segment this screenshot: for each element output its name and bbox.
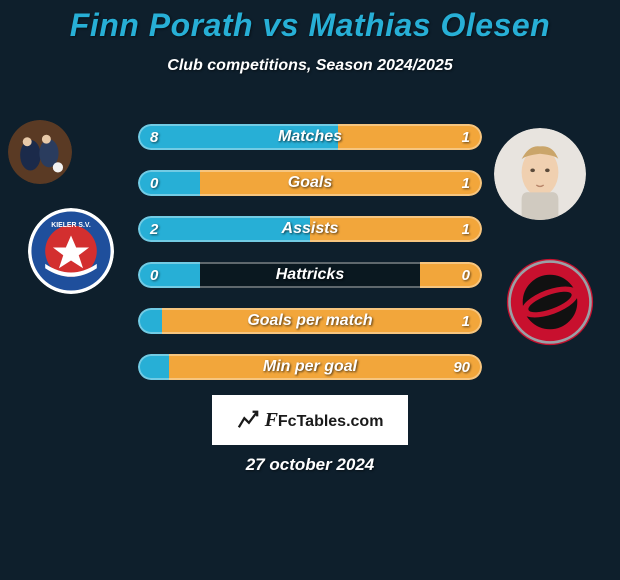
stat-bar-right	[338, 124, 482, 150]
stat-row: Assists21	[138, 216, 482, 242]
date-text: 27 october 2024	[0, 455, 620, 475]
stats-comparison-bars: Matches81 Goals01 Assists21 Hattricks00 Goal…	[138, 124, 482, 400]
left-club-logo: KIELER S.V.	[28, 208, 114, 294]
stat-bar-left	[138, 216, 310, 242]
player-icon	[8, 120, 72, 184]
stat-row: Goals01	[138, 170, 482, 196]
stat-bar-right	[200, 170, 482, 196]
stat-bar-right	[169, 354, 482, 380]
stat-bar-left	[138, 170, 200, 196]
club-crest-icon: KIELER S.V.	[28, 208, 114, 294]
branding-text: FcTables.com	[278, 413, 384, 430]
branding-box: FFcTables.com	[212, 395, 408, 445]
stat-bar-right	[310, 216, 482, 242]
player-icon	[494, 128, 586, 220]
stat-bar-right	[162, 308, 482, 334]
stat-row: Hattricks00	[138, 262, 482, 288]
left-player-avatar	[8, 120, 72, 184]
stat-bar-left	[138, 308, 162, 334]
page-title: Finn Porath vs Mathias Olesen	[0, 8, 620, 43]
club-crest-icon	[506, 258, 594, 346]
right-club-logo	[506, 258, 594, 346]
chart-line-icon	[237, 409, 259, 431]
right-player-avatar	[494, 128, 586, 220]
stat-row: Goals per match1	[138, 308, 482, 334]
stat-bar-right	[420, 262, 482, 288]
svg-text:KIELER S.V.: KIELER S.V.	[51, 222, 91, 229]
stat-bar-left	[138, 124, 338, 150]
subtitle: Club competitions, Season 2024/2025	[0, 57, 620, 75]
stat-row: Min per goal90	[138, 354, 482, 380]
stat-row: Matches81	[138, 124, 482, 150]
stat-bar-left	[138, 262, 200, 288]
stat-bar-left	[138, 354, 169, 380]
comparison-infographic: Finn Porath vs Mathias Olesen Club compe…	[0, 0, 620, 580]
